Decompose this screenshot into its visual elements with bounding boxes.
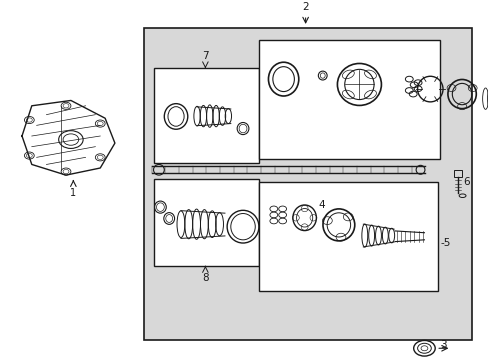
Bar — [259, 182, 437, 291]
Text: 2: 2 — [302, 1, 308, 12]
Bar — [453, 170, 461, 177]
Text: 1: 1 — [70, 188, 76, 198]
Text: 3: 3 — [439, 340, 446, 350]
Text: 6: 6 — [462, 177, 469, 187]
Text: 4: 4 — [318, 200, 325, 210]
Bar — [154, 68, 259, 163]
Bar — [144, 28, 471, 341]
Bar — [259, 40, 439, 159]
Bar — [154, 179, 259, 266]
Text: -5: -5 — [439, 238, 449, 248]
Text: 7: 7 — [202, 51, 208, 61]
Text: 8: 8 — [202, 273, 208, 283]
